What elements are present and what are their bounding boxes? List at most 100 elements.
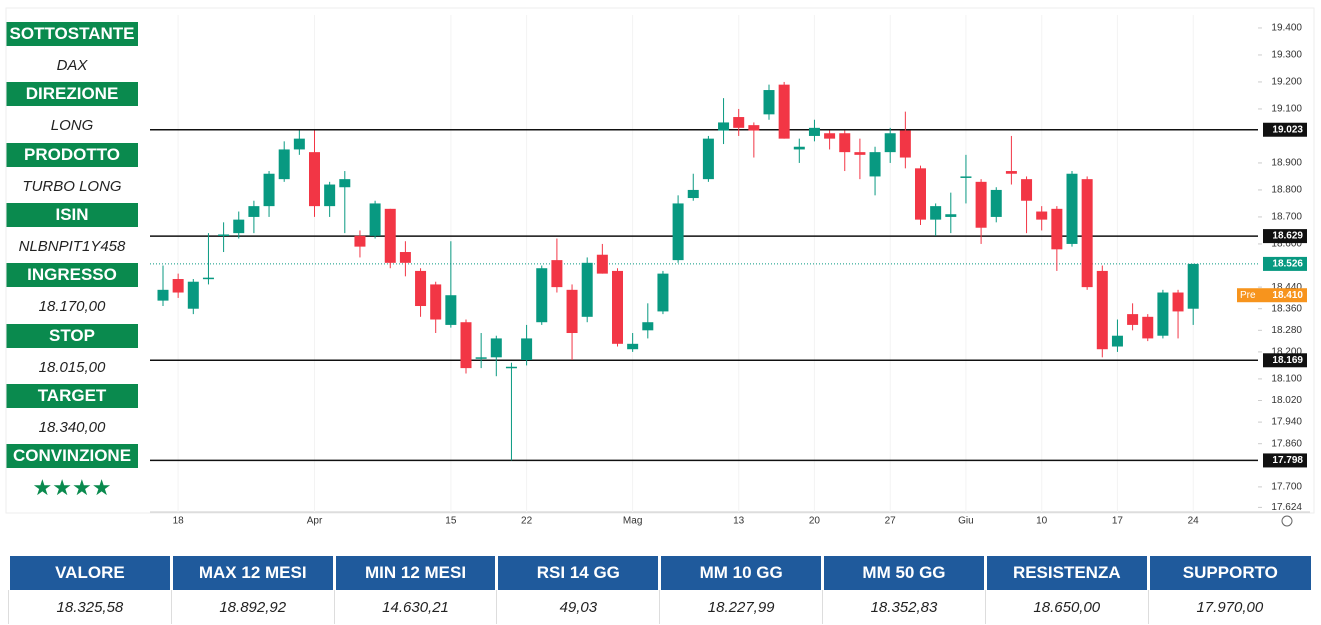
candle-body [1021, 179, 1033, 201]
candle-body [793, 146, 805, 150]
y-tick-label: 18.280 [1271, 325, 1302, 336]
candle-body [581, 262, 593, 317]
level-label-box [1263, 229, 1307, 244]
candle-body [718, 122, 730, 131]
candle-body [157, 289, 169, 301]
last-price-box [1263, 256, 1307, 271]
panel-value: 18.340,00 [38, 418, 106, 436]
y-tick-label: 18.100 [1271, 374, 1302, 385]
candle-body [187, 281, 199, 309]
panel-header: ISIN [6, 202, 138, 227]
y-tick-label: 19.300 [1271, 50, 1302, 61]
candle-body [1157, 292, 1169, 336]
candle-body [445, 295, 457, 325]
candle-body [1066, 173, 1078, 244]
level-label: 19.023 [1272, 124, 1303, 135]
candle-body [884, 133, 896, 153]
pre-label: 18.410 [1272, 290, 1303, 301]
candle-body [521, 338, 533, 361]
candle-body [808, 127, 820, 136]
candle-body [627, 343, 639, 350]
candle-body [430, 284, 442, 320]
candle-body [899, 130, 911, 158]
table-body: 18.325,58 18.892,92 14.630,21 49,03 18.227,9… [8, 590, 1311, 624]
column-header: RSI 14 GG [495, 556, 660, 590]
candle-body [566, 289, 578, 334]
candle-body [702, 138, 714, 180]
candle-body [399, 252, 411, 263]
candle-body [536, 268, 548, 323]
candle-body [354, 235, 366, 247]
candle-body [505, 366, 517, 369]
x-tick-label: Mag [623, 516, 642, 527]
level-label: 18.169 [1272, 355, 1303, 366]
header-row: VALORE MAX 12 MESI MIN 12 MESI RSI 14 GG MM … [7, 556, 1311, 590]
candle-body [612, 270, 623, 344]
candle-body [339, 179, 351, 188]
y-tick-label: 18.020 [1271, 395, 1302, 406]
settings-icon [1281, 515, 1293, 527]
candle-body [1127, 314, 1139, 325]
y-tick-label: 18.700 [1271, 212, 1302, 223]
x-tick-label: 18 [173, 516, 185, 527]
candle-body [945, 214, 957, 217]
x-tick-label: 17 [1112, 516, 1124, 527]
x-tick-label: 27 [885, 516, 897, 527]
candle-body [733, 117, 745, 128]
candle-body [1187, 263, 1199, 309]
y-tick-label: 19.400 [1271, 23, 1302, 34]
x-tick-label: 15 [445, 516, 457, 527]
level-label: 18.629 [1272, 231, 1303, 242]
pre-name: Pre [1240, 290, 1256, 301]
column-header: MM 50 GG [821, 556, 986, 590]
candle-body [824, 133, 836, 139]
panel-header: CONVINZIONE [6, 444, 138, 469]
panel-header: STOP [6, 323, 138, 348]
y-tick-label: 17.940 [1271, 417, 1302, 428]
candle-body [642, 322, 654, 331]
candle-body [369, 203, 381, 236]
candle-body [551, 260, 563, 288]
table-cell: 18.352,83 [822, 590, 986, 624]
candle-body [672, 203, 684, 261]
candle-body [748, 125, 760, 131]
panel-header: INGRESSO [6, 263, 138, 288]
candle-body [415, 270, 427, 307]
candle-body [1005, 171, 1017, 174]
column-header: MAX 12 MESI [169, 556, 335, 590]
y-tick-label: 17.700 [1271, 482, 1302, 493]
candle-body [172, 279, 184, 293]
candle-body [248, 206, 260, 217]
candle-body [869, 152, 881, 177]
candle-body [763, 90, 775, 115]
y-tick-label: 18.440 [1271, 282, 1302, 293]
table-cell: 17.970,00 [1147, 590, 1311, 624]
column-header: RESISTENZA [983, 556, 1149, 590]
candle-body [475, 357, 487, 359]
panel-value: TURBO LONG [22, 177, 122, 195]
candle-body [263, 173, 275, 207]
level-label: 17.798 [1272, 455, 1303, 466]
table-cell: 18.325,58 [8, 590, 172, 624]
panel-value: DAX [56, 57, 88, 74]
column-header: VALORE [7, 556, 172, 590]
x-tick-label: 10 [1036, 516, 1048, 527]
column-header: SUPPORTO [1146, 556, 1311, 590]
candle-body [293, 138, 305, 150]
y-tick-label: 19.200 [1271, 77, 1302, 88]
panel-value: 18.170,00 [38, 298, 106, 316]
last-price-label: 18.526 [1272, 259, 1303, 270]
x-tick-label: 20 [809, 516, 821, 527]
candle-body [324, 184, 336, 207]
candle-body [1081, 179, 1093, 288]
candle-body [975, 181, 987, 228]
candle-body [384, 208, 396, 263]
panel-value: LONG [50, 117, 94, 135]
chart: 19.400 19.300 19.200 19.100 18.900 18.800 18.7… [5, 7, 1315, 527]
x-tick-label: Apr [307, 516, 323, 527]
y-tick-label: 19.100 [1271, 104, 1302, 115]
candle-body [490, 338, 502, 358]
y-tick-label: 18.900 [1271, 158, 1302, 169]
candle-body [1172, 292, 1184, 312]
candle-body [1051, 208, 1063, 250]
